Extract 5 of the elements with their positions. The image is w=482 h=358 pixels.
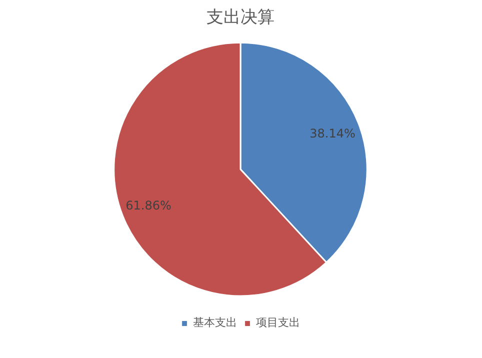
legend-label: 项目支出 xyxy=(256,315,300,330)
legend-label: 基本支出 xyxy=(193,315,237,330)
data-label: 38.14% xyxy=(310,126,356,140)
chart-title: 支出决算 xyxy=(206,8,274,28)
data-label: 61.86% xyxy=(126,198,172,212)
